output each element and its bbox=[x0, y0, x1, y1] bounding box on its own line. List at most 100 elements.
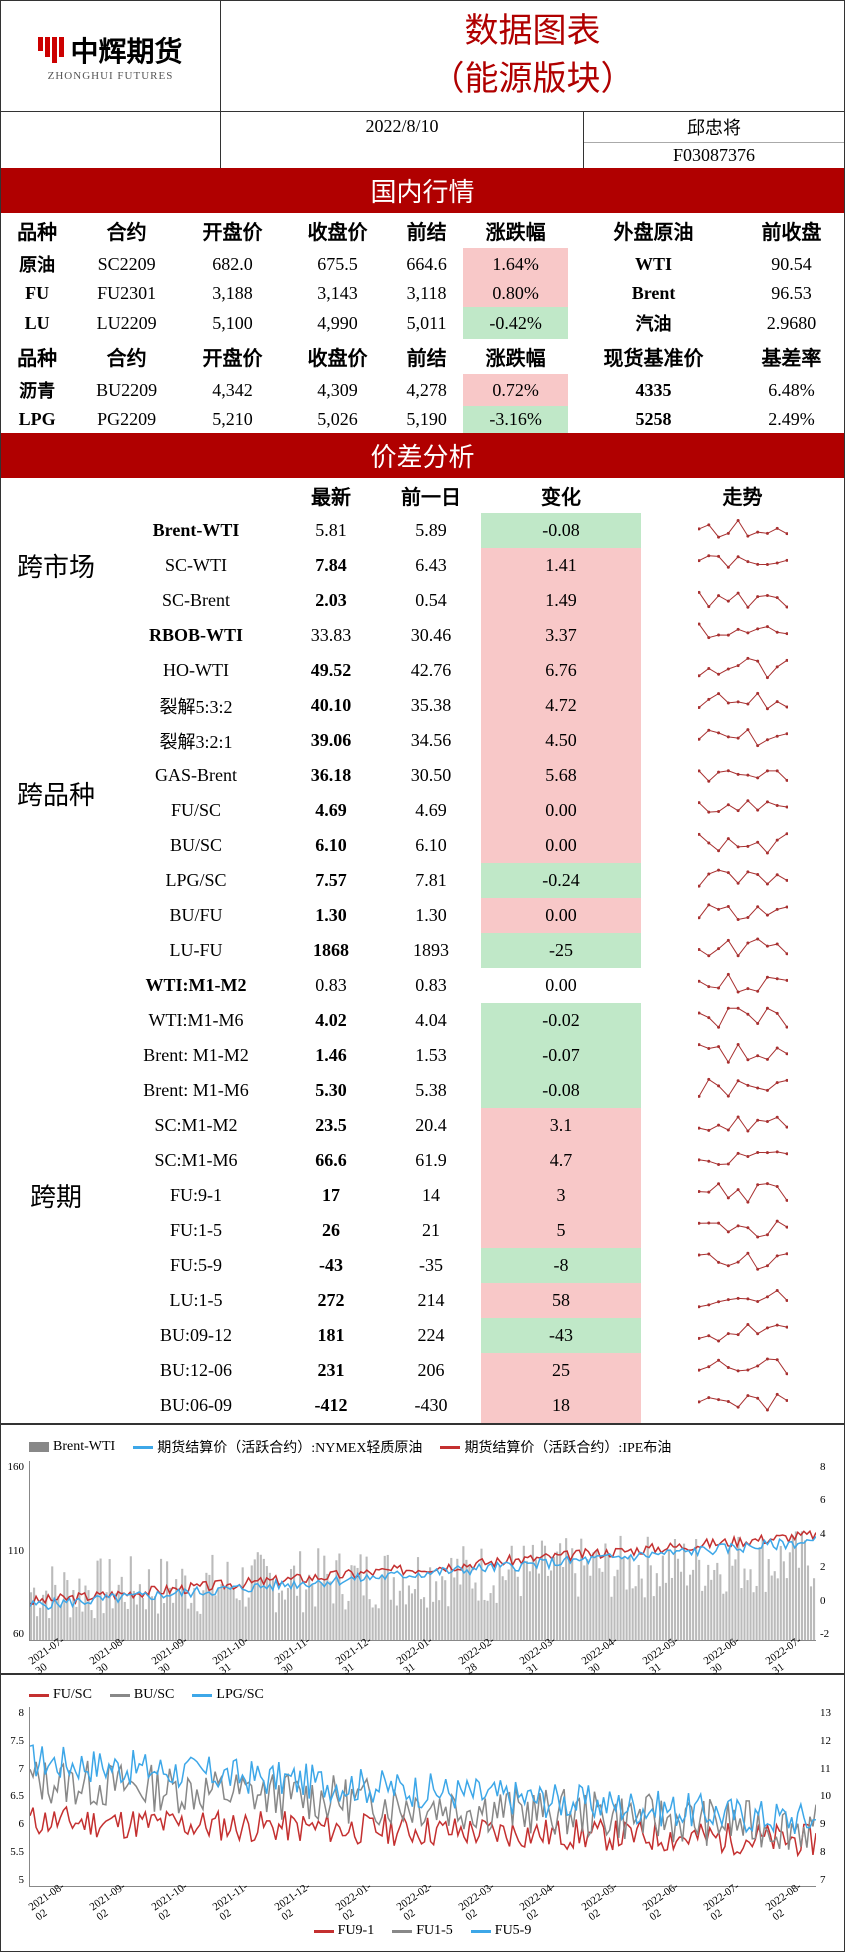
legend-item: Brent-WTI bbox=[29, 1437, 115, 1457]
cell: 4,990 bbox=[285, 307, 390, 339]
sparkline bbox=[641, 618, 844, 653]
col-header: 品种 bbox=[1, 213, 73, 248]
cell: 4.69 bbox=[281, 793, 381, 828]
title: 数据图表 （能源版块） bbox=[221, 1, 844, 111]
change-cell: 1.49 bbox=[481, 583, 641, 618]
cell: 7.84 bbox=[281, 548, 381, 583]
spread-name: Brent-WTI bbox=[111, 513, 281, 548]
sparkline bbox=[641, 933, 844, 968]
change-cell: 4.50 bbox=[481, 723, 641, 758]
logo-subtext: ZHONGHUI FUTURES bbox=[48, 70, 174, 82]
cell: 30.50 bbox=[381, 758, 481, 793]
spread-name: Brent: M1-M6 bbox=[111, 1073, 281, 1108]
change-cell: 25 bbox=[481, 1353, 641, 1388]
chart1: Brent-WTI期货结算价（活跃合约）:NYMEX轻质原油期货结算价（活跃合约… bbox=[1, 1423, 844, 1673]
col-header: 现货基准价 bbox=[568, 339, 739, 374]
sparkline bbox=[641, 513, 844, 548]
spread-table: 最新前一日变化走势跨市场Brent-WTI5.815.89-0.08SC-WTI… bbox=[1, 478, 844, 1423]
cell: 214 bbox=[381, 1283, 481, 1318]
change-cell: 0.00 bbox=[481, 898, 641, 933]
cell: SC2209 bbox=[73, 248, 180, 280]
cell: 23.5 bbox=[281, 1108, 381, 1143]
banner-domestic: 国内行情 bbox=[1, 168, 844, 213]
cell: LU2209 bbox=[73, 307, 180, 339]
group-label: 跨品种 bbox=[1, 618, 111, 968]
cell: FU bbox=[1, 280, 73, 307]
cell: 原油 bbox=[1, 248, 73, 280]
spread-name: RBOB-WTI bbox=[111, 618, 281, 653]
col-header: 开盘价 bbox=[180, 339, 285, 374]
sparkline bbox=[641, 758, 844, 793]
spread-name: BU/FU bbox=[111, 898, 281, 933]
cell: 35.38 bbox=[381, 688, 481, 723]
meta-row: 2022/8/10 邱忠将 F03087376 bbox=[1, 112, 844, 168]
change-cell: 3 bbox=[481, 1178, 641, 1213]
cell: -430 bbox=[381, 1388, 481, 1423]
change-cell: 6.76 bbox=[481, 653, 641, 688]
cell: 272 bbox=[281, 1283, 381, 1318]
legend-item: 期货结算价（活跃合约）:NYMEX轻质原油 bbox=[133, 1437, 422, 1457]
report-date: 2022/8/10 bbox=[221, 112, 584, 168]
cell: 17 bbox=[281, 1178, 381, 1213]
cell: 7.81 bbox=[381, 863, 481, 898]
group-label: 跨期 bbox=[1, 968, 111, 1423]
spread-name: GAS-Brent bbox=[111, 758, 281, 793]
cell: WTI bbox=[568, 248, 739, 280]
change-cell: -0.08 bbox=[481, 513, 641, 548]
change-cell: 5.68 bbox=[481, 758, 641, 793]
col-header: 前一日 bbox=[381, 478, 481, 513]
legend-item: FU1-5 bbox=[392, 1923, 453, 1939]
cell: 34.56 bbox=[381, 723, 481, 758]
cell: 1.46 bbox=[281, 1038, 381, 1073]
sparkline bbox=[641, 968, 844, 1003]
logo: 中辉期货 ZHONGHUI FUTURES bbox=[1, 1, 221, 111]
cell: 42.76 bbox=[381, 653, 481, 688]
cell: FU2301 bbox=[73, 280, 180, 307]
author-id: F03087376 bbox=[584, 143, 844, 168]
cell: 5.89 bbox=[381, 513, 481, 548]
logo-text: 中辉期货 bbox=[70, 30, 182, 70]
spread-name: BU:12-06 bbox=[111, 1353, 281, 1388]
spread-name: BU:06-09 bbox=[111, 1388, 281, 1423]
sparkline bbox=[641, 548, 844, 583]
change-cell: -8 bbox=[481, 1248, 641, 1283]
change-cell: 18 bbox=[481, 1388, 641, 1423]
col-header: 涨跌幅 bbox=[463, 339, 568, 374]
sparkline bbox=[641, 1038, 844, 1073]
cell: 40.10 bbox=[281, 688, 381, 723]
chart2: FU/SCBU/SCLPG/SC 87.576.565.55 131211109… bbox=[1, 1673, 844, 1919]
cell: 1868 bbox=[281, 933, 381, 968]
col-header: 涨跌幅 bbox=[463, 213, 568, 248]
cell: BU2209 bbox=[73, 374, 180, 406]
change-cell: 1.41 bbox=[481, 548, 641, 583]
spread-name: LU:1-5 bbox=[111, 1283, 281, 1318]
sparkline bbox=[641, 583, 844, 618]
cell: 沥青 bbox=[1, 374, 73, 406]
change-cell: 0.00 bbox=[481, 793, 641, 828]
spread-name: FU/SC bbox=[111, 793, 281, 828]
sparkline bbox=[641, 1143, 844, 1178]
cell: PG2209 bbox=[73, 406, 180, 433]
spread-name: SC:M1-M6 bbox=[111, 1143, 281, 1178]
cell: 0.72% bbox=[463, 374, 568, 406]
spread-name: SC:M1-M2 bbox=[111, 1108, 281, 1143]
cell: 206 bbox=[381, 1353, 481, 1388]
cell: 675.5 bbox=[285, 248, 390, 280]
group-label: 跨市场 bbox=[1, 513, 111, 618]
sparkline bbox=[641, 828, 844, 863]
col-header: 收盘价 bbox=[285, 213, 390, 248]
sparkline bbox=[641, 723, 844, 758]
change-cell: -43 bbox=[481, 1318, 641, 1353]
spread-name: FU:5-9 bbox=[111, 1248, 281, 1283]
banner-spread: 价差分析 bbox=[1, 433, 844, 478]
cell: 1.30 bbox=[381, 898, 481, 933]
cell: 5258 bbox=[568, 406, 739, 433]
domestic-table: 品种合约开盘价收盘价前结涨跌幅外盘原油前收盘原油SC2209682.0675.5… bbox=[1, 213, 844, 433]
cell: 231 bbox=[281, 1353, 381, 1388]
col-header: 最新 bbox=[281, 478, 381, 513]
cell: 0.80% bbox=[463, 280, 568, 307]
sparkline bbox=[641, 1318, 844, 1353]
change-cell: 4.72 bbox=[481, 688, 641, 723]
cell: 1893 bbox=[381, 933, 481, 968]
spread-name: SC-WTI bbox=[111, 548, 281, 583]
